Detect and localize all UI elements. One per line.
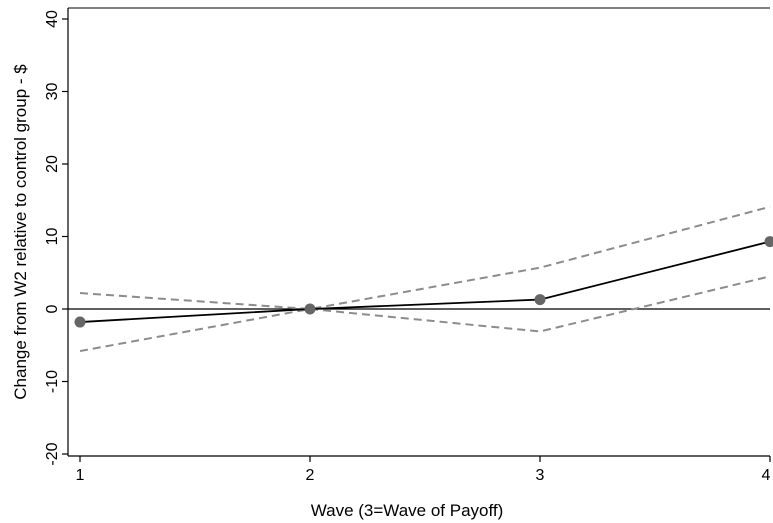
estimate-point [74, 316, 86, 328]
x-tick-label: 3 [536, 467, 545, 484]
y-axis-ticks: -20 -10 0 10 20 30 40 [44, 10, 68, 466]
estimate-line [79, 240, 771, 323]
estimate-point [764, 236, 773, 248]
estimate-point [534, 294, 546, 306]
x-axis-label: Wave (3=Wave of Payoff) [311, 501, 504, 520]
y-tick-label: 10 [44, 228, 61, 246]
x-axis-ticks: 1 2 3 4 [76, 456, 771, 484]
x-tick-label: 2 [306, 467, 315, 484]
x-tick-label: 1 [76, 467, 85, 484]
y-tick-label: 0 [44, 304, 61, 313]
y-tick-label: 40 [44, 10, 61, 28]
y-tick-label: -10 [44, 370, 61, 393]
frame [67, 7, 770, 457]
estimate-point [304, 303, 316, 315]
ci-lower-line [79, 275, 771, 353]
ci-upper-line [79, 205, 771, 311]
estimate-markers [74, 236, 773, 328]
y-tick-label: -20 [44, 442, 61, 465]
plot-area [68, 205, 773, 353]
y-axis-label: Change from W2 relative to control group… [11, 64, 30, 400]
x-tick-label: 4 [762, 467, 771, 484]
y-tick-label: 30 [44, 83, 61, 101]
y-tick-label: 20 [44, 155, 61, 173]
